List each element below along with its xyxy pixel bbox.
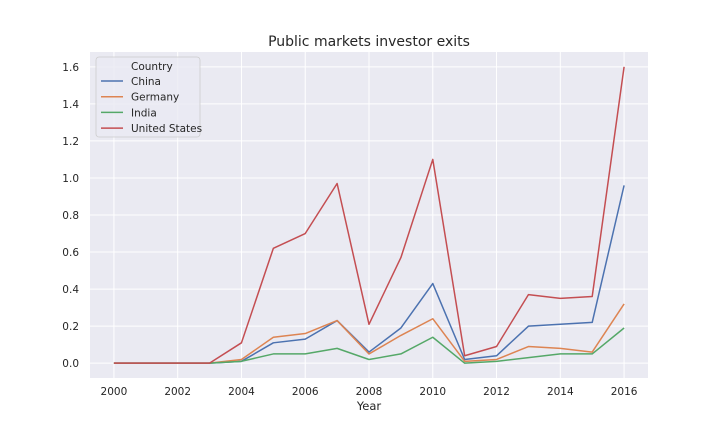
y-tick-label: 1.4 xyxy=(62,99,79,111)
x-tick-label: 2016 xyxy=(611,386,638,398)
legend-label-germany: Germany xyxy=(131,92,179,104)
series-line-united-states xyxy=(113,66,625,364)
y-tick-labels: 0.0 0.2 0.4 0.6 0.8 1.0 1.2 1.4 1.6 xyxy=(62,62,79,370)
series-lines xyxy=(113,66,625,364)
y-tick-label: 0.0 xyxy=(62,358,79,370)
x-axis-title: Year xyxy=(356,399,382,413)
y-tick-label: 0.6 xyxy=(62,247,79,259)
x-tick-label: 2012 xyxy=(483,386,510,398)
legend-label-india: India xyxy=(131,107,157,119)
legend-title: Country xyxy=(131,61,173,73)
x-tick-label: 2010 xyxy=(419,386,446,398)
y-tick-label: 0.8 xyxy=(62,210,79,222)
x-tick-label: 2004 xyxy=(228,386,255,398)
x-tick-labels: 2000 2002 2004 2006 2008 2010 2012 2014 2016 xyxy=(101,386,638,398)
y-tick-label: 1.2 xyxy=(62,136,79,148)
x-tick-label: 2002 xyxy=(164,386,191,398)
y-tick-label: 1.6 xyxy=(62,62,79,74)
legend-label-united-states: United States xyxy=(131,123,202,135)
y-tick-label: 1.0 xyxy=(62,173,79,185)
x-tick-label: 2000 xyxy=(101,386,128,398)
grid-lines xyxy=(90,52,648,378)
y-tick-label: 0.2 xyxy=(62,321,79,333)
legend: Country China Germany India United States xyxy=(95,56,202,138)
legend-box xyxy=(95,56,201,138)
legend-label-china: China xyxy=(131,76,161,88)
x-tick-label: 2006 xyxy=(292,386,319,398)
x-tick-label: 2014 xyxy=(547,386,574,398)
legend-items: China Germany India United States xyxy=(101,76,202,135)
chart-title: Public markets investor exits xyxy=(268,34,470,50)
x-tick-label: 2008 xyxy=(356,386,383,398)
y-tick-label: 0.4 xyxy=(62,284,79,296)
